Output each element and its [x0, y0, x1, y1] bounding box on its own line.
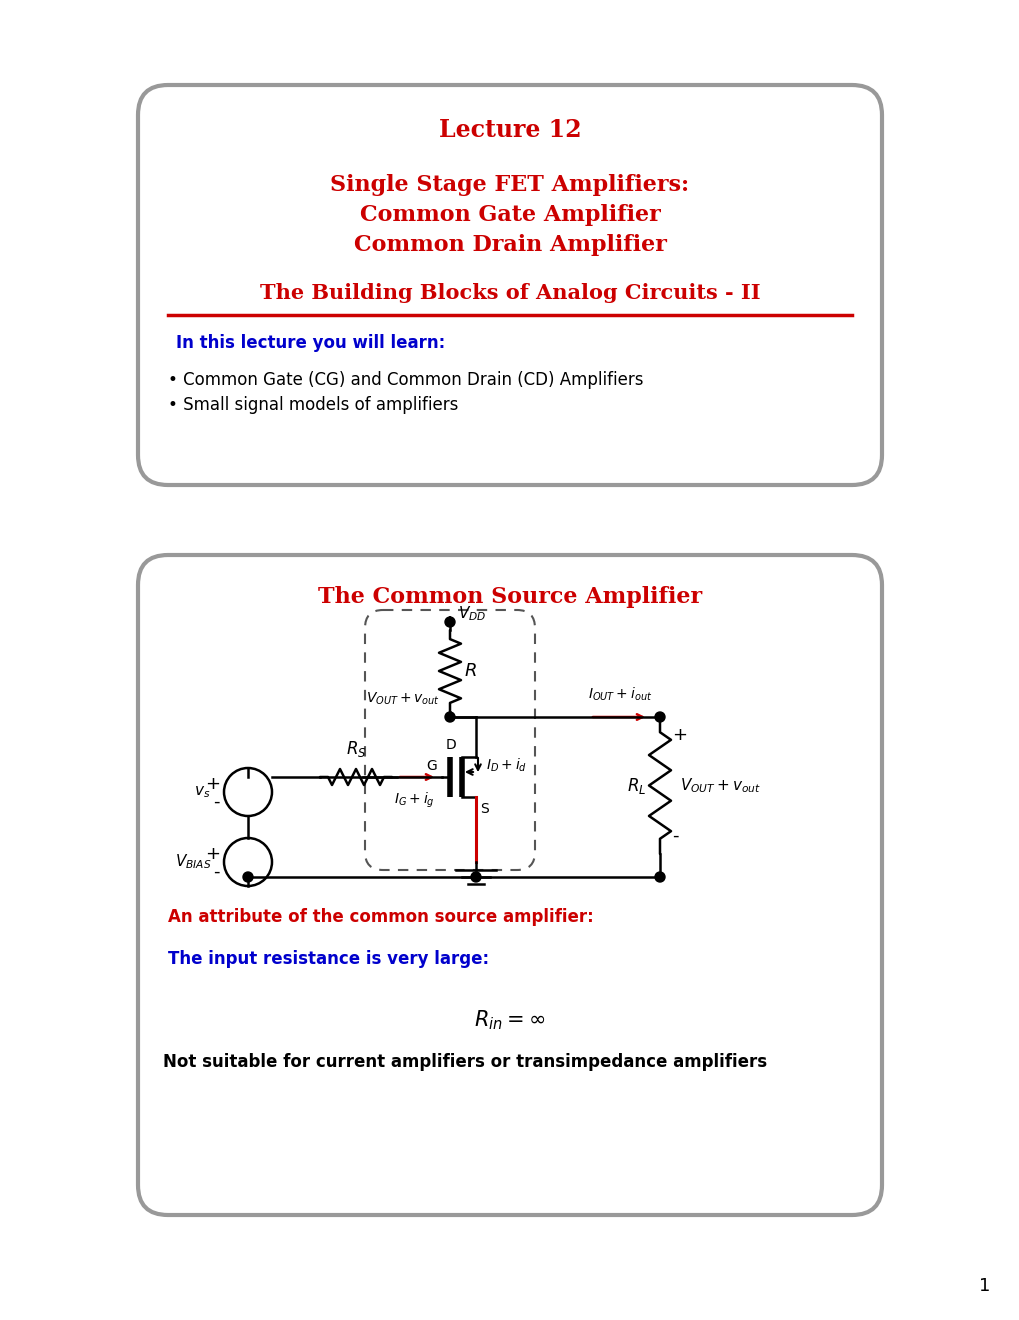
Text: -: - [213, 863, 220, 880]
Text: +: + [205, 845, 220, 863]
Text: The Common Source Amplifier: The Common Source Amplifier [318, 586, 701, 609]
Text: S: S [480, 803, 488, 816]
Text: Lecture 12: Lecture 12 [438, 117, 581, 143]
Text: $I_G+i_g$: $I_G+i_g$ [393, 791, 434, 810]
Text: • Small signal models of amplifiers: • Small signal models of amplifiers [168, 396, 458, 414]
Text: -: - [213, 793, 220, 810]
Text: 1: 1 [977, 1276, 989, 1295]
Text: $R_S$: $R_S$ [345, 739, 366, 759]
Circle shape [444, 616, 454, 627]
Text: +: + [672, 726, 687, 744]
Text: Common Gate Amplifier: Common Gate Amplifier [360, 205, 659, 226]
Text: • Common Gate (CG) and Common Drain (CD) Amplifiers: • Common Gate (CG) and Common Drain (CD)… [168, 371, 643, 389]
FancyBboxPatch shape [138, 84, 881, 484]
Text: G: G [426, 759, 436, 774]
Text: -: - [672, 828, 678, 845]
Text: $R$: $R$ [464, 663, 476, 680]
Text: D: D [445, 738, 455, 752]
Text: $I_D+i_d$: $I_D+i_d$ [485, 756, 527, 774]
Text: The Building Blocks of Analog Circuits - II: The Building Blocks of Analog Circuits -… [260, 282, 759, 304]
Text: $R_{in} = \infty$: $R_{in} = \infty$ [474, 1008, 545, 1032]
FancyBboxPatch shape [138, 554, 881, 1214]
Text: $V_{OUT}+v_{out}$: $V_{OUT}+v_{out}$ [680, 776, 760, 795]
Text: +: + [205, 775, 220, 793]
Text: $R_L$: $R_L$ [626, 776, 645, 796]
Text: $V_{BIAS}$: $V_{BIAS}$ [175, 853, 212, 871]
Text: $I_{OUT}+i_{out}$: $I_{OUT}+i_{out}$ [587, 685, 651, 704]
Text: $V_{DD}$: $V_{DD}$ [458, 605, 486, 623]
Text: An attribute of the common source amplifier:: An attribute of the common source amplif… [168, 908, 593, 927]
Text: Single Stage FET Amplifiers:: Single Stage FET Amplifiers: [330, 174, 689, 195]
Text: The input resistance is very large:: The input resistance is very large: [168, 950, 489, 968]
Circle shape [444, 711, 454, 722]
Circle shape [471, 873, 481, 882]
Text: Common Drain Amplifier: Common Drain Amplifier [354, 234, 665, 256]
Circle shape [654, 711, 664, 722]
Text: $V_{OUT}+v_{out}$: $V_{OUT}+v_{out}$ [366, 690, 439, 708]
Text: Not suitable for current amplifiers or transimpedance amplifiers: Not suitable for current amplifiers or t… [163, 1053, 766, 1071]
Circle shape [243, 873, 253, 882]
Text: In this lecture you will learn:: In this lecture you will learn: [176, 334, 445, 352]
Circle shape [654, 873, 664, 882]
Text: $v_s$: $v_s$ [194, 784, 210, 800]
